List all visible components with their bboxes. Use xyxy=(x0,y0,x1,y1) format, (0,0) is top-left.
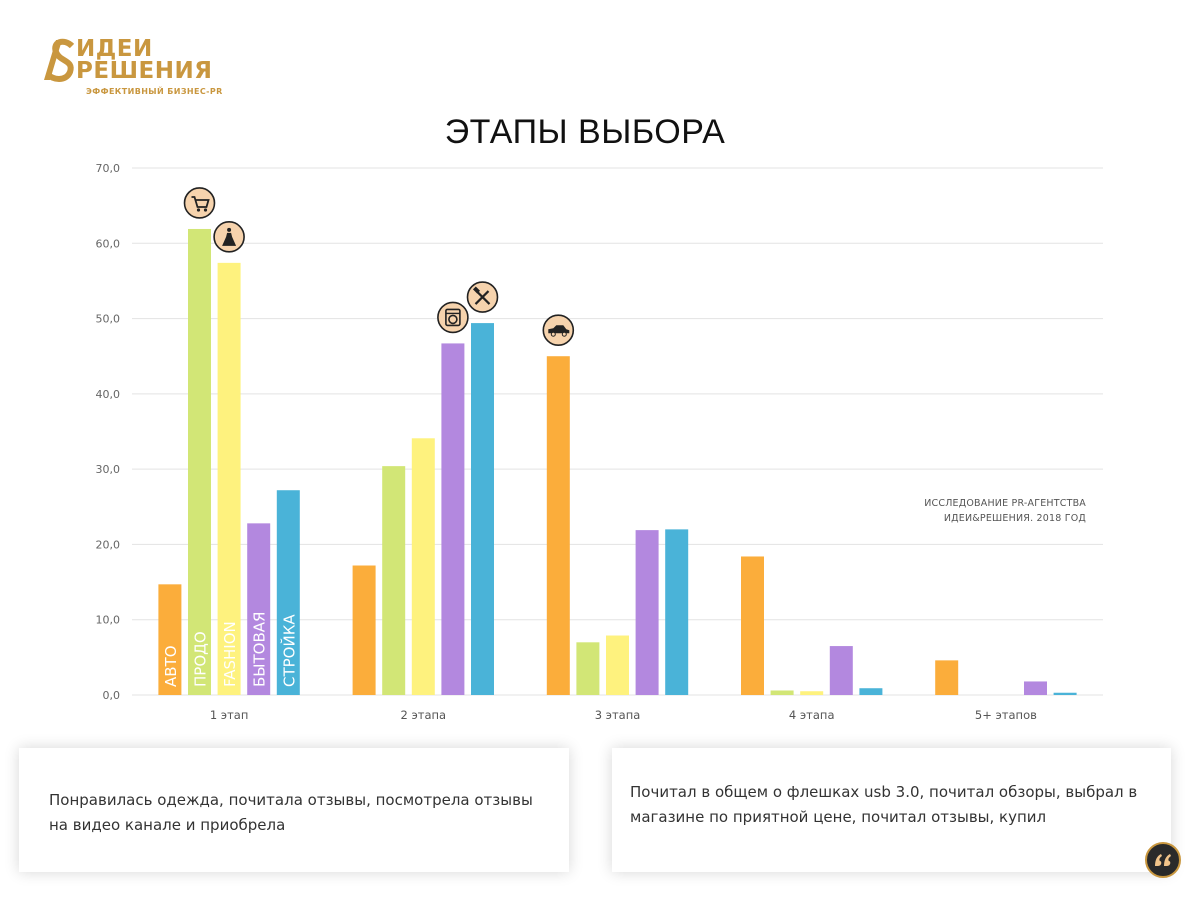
washing-machine-icon xyxy=(437,301,469,334)
bar xyxy=(441,343,465,695)
bar xyxy=(158,584,182,695)
logo: ИДЕИ РЕШЕНИЯ ЭФФЕКТИВНЫЙ БИЗНЕС-PR xyxy=(38,36,228,100)
y-tick-label: 0,0 xyxy=(103,689,121,702)
x-tick-label: 4 этапа xyxy=(789,708,835,722)
quote-card-1: Понравилась одежда, почитала отзывы, пос… xyxy=(19,748,569,872)
quote-text-1: Понравилась одежда, почитала отзывы, пос… xyxy=(49,791,533,834)
x-tick-label: 3 этапа xyxy=(595,708,641,722)
quote-button[interactable] xyxy=(1145,842,1181,878)
x-tick-label: 5+ этапов xyxy=(975,708,1037,722)
bar-chart: 0,0 10,0 20,0 30,0 40,0 50,0 60,0 70,0 1 этап 2 э… xyxy=(96,162,1103,722)
bar xyxy=(1053,692,1077,695)
y-tick-label: 40,0 xyxy=(96,388,121,401)
y-tick-label: 60,0 xyxy=(96,237,121,250)
bar xyxy=(829,646,853,695)
x-tick-label: 2 этапа xyxy=(400,708,446,722)
x-tick-label: 1 этап xyxy=(210,708,249,722)
bar xyxy=(276,490,300,695)
y-tick-label: 50,0 xyxy=(96,313,121,326)
bar xyxy=(1024,681,1047,695)
bar xyxy=(411,438,435,695)
series-label: АВТО xyxy=(162,645,180,687)
bar xyxy=(546,356,570,695)
quote-card-2: Почитал в общем о флешках usb 3.0, почит… xyxy=(612,748,1171,872)
bar xyxy=(741,556,764,695)
bar xyxy=(217,262,241,695)
logo-mark-icon xyxy=(44,38,75,82)
y-tick-label: 10,0 xyxy=(96,614,121,627)
source-note-line-1: ИССЛЕДОВАНИЕ PR-АГЕНТСТВА xyxy=(924,498,1086,509)
bar xyxy=(188,228,211,695)
series-label: БЫТОВАЯ xyxy=(251,612,269,687)
bar xyxy=(576,642,600,695)
bar xyxy=(665,529,689,695)
series-icons xyxy=(183,187,575,347)
bar xyxy=(471,323,494,695)
source-note: ИССЛЕДОВАНИЕ PR-АГЕНТСТВА ИДЕИ&РЕШЕНИЯ. … xyxy=(924,496,1086,526)
dress-icon xyxy=(213,221,245,253)
source-note-line-2: ИДЕИ&РЕШЕНИЯ. 2018 ГОД xyxy=(943,513,1086,524)
series-label: FASHION xyxy=(221,621,239,687)
bar xyxy=(606,635,629,695)
bar xyxy=(800,691,824,695)
y-tick-label: 70,0 xyxy=(96,162,121,175)
logo-line-1: ИДЕИ xyxy=(76,36,153,62)
bar xyxy=(935,660,959,695)
quote-text-2: Почитал в общем о флешках usb 3.0, почит… xyxy=(630,783,1138,826)
tools-icon xyxy=(466,281,499,313)
logo-line-2: РЕШЕНИЯ xyxy=(76,58,213,84)
bar xyxy=(247,523,271,695)
quote-icon xyxy=(1155,854,1171,866)
bar xyxy=(859,688,883,695)
bar xyxy=(352,565,376,695)
shopping-cart-icon xyxy=(183,187,216,219)
y-tick-label: 30,0 xyxy=(96,463,121,476)
bars xyxy=(158,228,1077,695)
series-label: ПРОДО xyxy=(192,631,210,687)
bar xyxy=(635,530,659,695)
axis-labels: 0,0 10,0 20,0 30,0 40,0 50,0 60,0 70,0 1 этап 2 э… xyxy=(96,162,1038,722)
y-tick-label: 20,0 xyxy=(96,538,121,551)
logo-tagline: ЭФФЕКТИВНЫЙ БИЗНЕС-PR xyxy=(86,87,223,96)
bar xyxy=(770,690,794,695)
series-label: СТРОЙКА xyxy=(279,614,298,687)
chart-title: ЭТАПЫ ВЫБОРА xyxy=(444,113,726,151)
car-icon xyxy=(542,314,575,347)
bar xyxy=(382,466,406,695)
